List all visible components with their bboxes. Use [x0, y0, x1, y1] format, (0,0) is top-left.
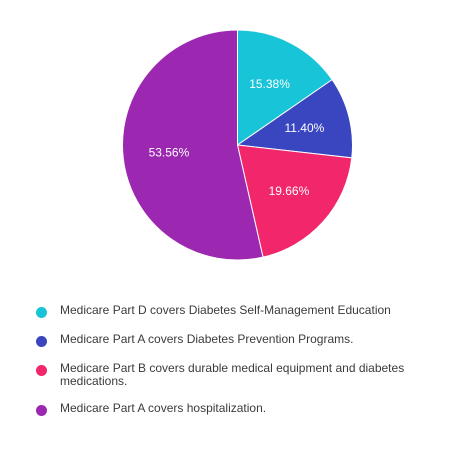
- pie-slice-part-a-hospitalization[interactable]: [122, 29, 264, 261]
- legend-item-part-a-prevention[interactable]: Medicare Part A covers Diabetes Preventi…: [36, 332, 456, 347]
- legend-dot-part-a-prevention: [36, 336, 47, 347]
- slice-label-part-d: 15.38%: [249, 77, 290, 91]
- chart-legend: Medicare Part D covers Diabetes Self-Man…: [36, 304, 456, 431]
- legend-dot-part-a-hospitalization: [36, 405, 47, 416]
- pie-slice-part-a-prevention[interactable]: [236, 78, 353, 159]
- legend-label-part-a-prevention: Medicare Part A covers Diabetes Preventi…: [60, 332, 354, 346]
- slice-label-part-b: 19.66%: [269, 184, 310, 198]
- legend-label-part-d: Medicare Part D covers Diabetes Self-Man…: [60, 303, 391, 317]
- slice-label-part-a-prevention: 11.40%: [285, 121, 325, 135]
- legend-dot-part-d: [36, 307, 47, 318]
- legend-dot-part-b: [36, 365, 47, 376]
- pie-slices: [122, 29, 353, 261]
- legend-label-part-b: Medicare Part B covers durable medical e…: [60, 361, 405, 388]
- pie-slice-labels: 15.38% 11.40% 19.66% 53.56%: [149, 77, 325, 198]
- legend-item-part-b[interactable]: Medicare Part B covers durable medical e…: [36, 362, 456, 388]
- pie-slice-part-d[interactable]: [237, 29, 333, 146]
- legend-label-part-a-hospitalization: Medicare Part A covers hospitalization.: [60, 401, 267, 415]
- legend-item-part-a-hospitalization[interactable]: Medicare Part A covers hospitalization.: [36, 401, 456, 416]
- pie-slice-part-b[interactable]: [236, 144, 353, 258]
- pie-chart: 15.38% 11.40% 19.66% 53.56%: [122, 29, 353, 261]
- legend-item-part-d[interactable]: Medicare Part D covers Diabetes Self-Man…: [36, 303, 456, 318]
- slice-label-part-a-hospitalization: 53.56%: [149, 146, 190, 160]
